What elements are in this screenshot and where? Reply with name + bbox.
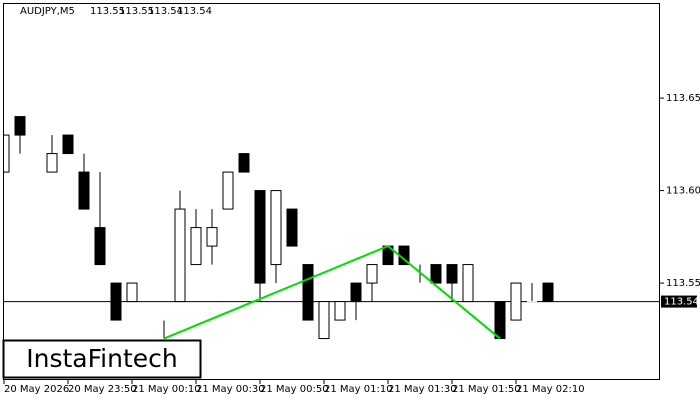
- watermark: InstaFintech: [26, 344, 178, 373]
- x-tick-label: 20 May 2026: [4, 384, 69, 395]
- candle-body: [254, 190, 266, 284]
- x-tick-label: 21 May 00:30: [196, 384, 265, 395]
- candle-body: [542, 282, 554, 303]
- candle-body: [31, 153, 41, 155]
- candle-body: [318, 301, 330, 340]
- candle-body: [302, 264, 314, 321]
- candle-body: [366, 264, 378, 284]
- candle-body: [62, 134, 74, 155]
- candle-body: [190, 227, 202, 266]
- x-tick-label: 21 May 01:10: [324, 384, 393, 395]
- header-value: 113.54: [177, 6, 212, 17]
- current-price-box: [661, 295, 697, 308]
- y-tick-label: 113.60: [666, 186, 700, 197]
- candle-body: [270, 190, 282, 266]
- candle-body: [46, 153, 58, 173]
- candle-body: [446, 264, 458, 284]
- candle-body: [479, 282, 489, 284]
- current-price-label: 113.54: [664, 297, 699, 308]
- candle-body: [94, 227, 106, 266]
- header-value: 113.55: [119, 6, 154, 17]
- header-value: 113.55: [90, 6, 125, 17]
- candle-body: [415, 282, 425, 284]
- candle-body: [126, 282, 138, 303]
- candle-body: [78, 171, 90, 210]
- candle-body: [238, 153, 250, 173]
- candle-body: [222, 171, 234, 210]
- candle-body: [159, 319, 169, 321]
- x-tick-label: 21 May 01:50: [452, 384, 521, 395]
- watermark-box: [2, 339, 202, 379]
- plot-frame: [3, 3, 660, 380]
- header-value: 113.54: [148, 6, 183, 17]
- candle-body: [206, 227, 218, 247]
- candle-body: [174, 208, 186, 303]
- pattern-line: [163, 244, 501, 340]
- candle-body: [4, 134, 10, 173]
- y-tick-label: 113.55: [666, 278, 700, 289]
- candle-body: [350, 282, 362, 303]
- x-tick-label: 21 May 02:10: [516, 384, 585, 395]
- candle-body: [462, 264, 474, 303]
- plot-area: [4, 116, 659, 340]
- candle-body: [334, 301, 346, 321]
- candle-body: [110, 282, 122, 321]
- candle-body: [430, 264, 442, 284]
- x-tick-label: 21 May 00:50: [260, 384, 329, 395]
- y-tick-label: 113.65: [666, 93, 700, 104]
- candle-body: [14, 116, 26, 136]
- symbol: AUDJPY,M5: [20, 6, 75, 17]
- x-tick-label: 21 May 00:10: [132, 384, 201, 395]
- candle-body: [527, 301, 537, 303]
- x-tick-label: 21 May 01:30: [388, 384, 457, 395]
- candle-body: [510, 282, 522, 321]
- candle-body: [286, 208, 298, 247]
- candle-body: [494, 301, 506, 340]
- x-tick-label: 20 May 23:50: [68, 384, 137, 395]
